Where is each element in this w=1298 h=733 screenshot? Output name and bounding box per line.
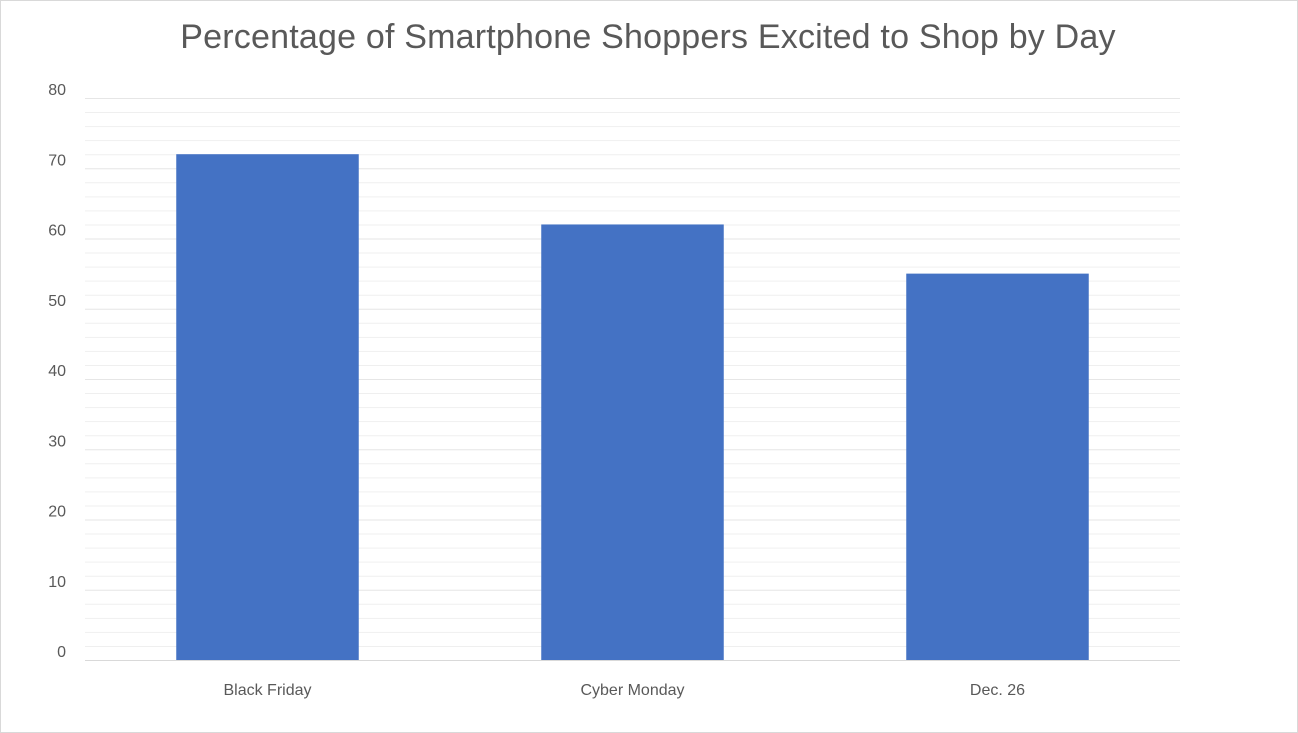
y-tick-label: 30 xyxy=(48,433,66,450)
y-tick-label: 60 xyxy=(48,223,66,240)
bar-cyber-monday xyxy=(541,224,724,660)
x-tick-label: Dec. 26 xyxy=(970,682,1025,699)
x-tick-label: Black Friday xyxy=(223,682,311,699)
y-tick-label: 50 xyxy=(48,293,66,310)
x-tick-label: Cyber Monday xyxy=(580,682,684,699)
y-tick-label: 20 xyxy=(48,504,66,521)
y-tick-label: 70 xyxy=(48,152,66,169)
bar-black-friday xyxy=(176,154,359,660)
chart-title: Percentage of Smartphone Shoppers Excite… xyxy=(180,18,1116,56)
y-axis-tick-labels: 0 10 20 30 40 50 60 70 80 xyxy=(48,82,66,661)
bar-dec-26 xyxy=(906,273,1089,660)
x-axis-tick-labels: Black Friday Cyber Monday Dec. 26 xyxy=(223,682,1025,699)
y-tick-label: 80 xyxy=(48,82,66,99)
y-tick-label: 0 xyxy=(57,644,66,661)
y-tick-label: 10 xyxy=(48,574,66,591)
y-tick-label: 40 xyxy=(48,363,66,380)
bars xyxy=(176,154,1089,660)
